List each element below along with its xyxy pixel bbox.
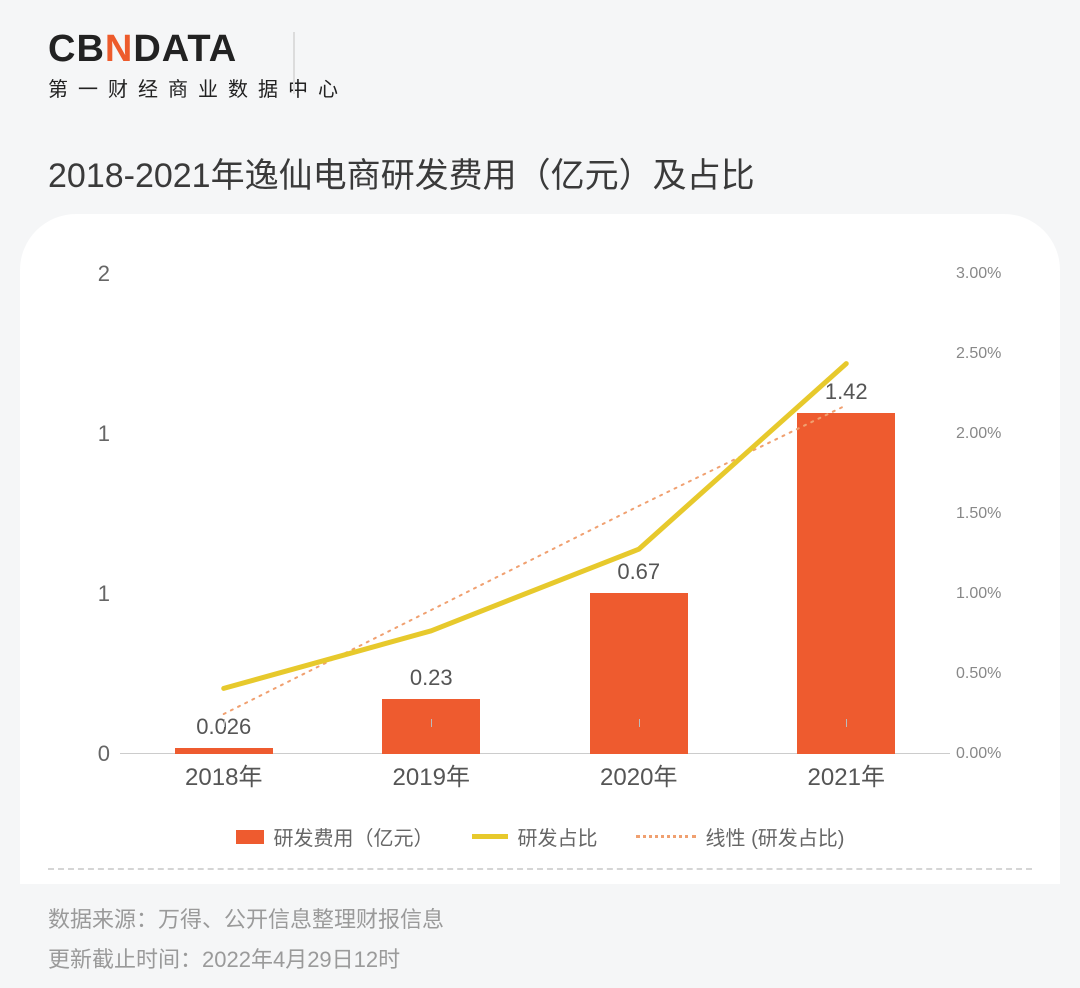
footer-updated-label: 更新截止时间： bbox=[48, 947, 202, 972]
y-right-tick: 0.00% bbox=[956, 745, 1016, 763]
x-tick-label: 2018年 bbox=[120, 757, 328, 792]
logo-prefix: CB bbox=[48, 28, 105, 71]
footer-updated: 更新截止时间：2022年4月29日12时 bbox=[48, 942, 400, 974]
chart-title: 2018-2021年逸仙电商研发费用（亿元）及占比 bbox=[48, 148, 755, 197]
y-left-tick: 2 bbox=[70, 261, 110, 287]
legend: 研发费用（亿元） 研发占比 线性 (研发占比) bbox=[20, 822, 1060, 851]
legend-swatch-dotted bbox=[636, 835, 696, 838]
y-right-tick: 1.00% bbox=[956, 585, 1016, 603]
y-right-tick: 2.50% bbox=[956, 345, 1016, 363]
logo-divider bbox=[293, 32, 295, 94]
logo-subtitle: 第一财经商业数据中心 bbox=[48, 73, 348, 102]
logo-wordmark: CBNDATA bbox=[48, 28, 348, 71]
y-right-tick: 1.50% bbox=[956, 505, 1016, 523]
footer-updated-value: 2022年4月29日12时 bbox=[202, 947, 400, 972]
brand-logo: CBNDATA 第一财经商业数据中心 bbox=[48, 28, 348, 102]
y-right-tick: 0.50% bbox=[956, 665, 1016, 683]
legend-item: 线性 (研发占比) bbox=[636, 822, 845, 851]
footer-divider bbox=[48, 868, 1032, 870]
footer-source-value: 万得、公开信息整理财报信息 bbox=[158, 907, 444, 932]
x-tick-label: 2020年 bbox=[535, 757, 743, 792]
legend-label: 研发占比 bbox=[518, 822, 598, 851]
logo-accent: N bbox=[105, 28, 133, 71]
logo-suffix: DATA bbox=[133, 28, 237, 71]
y-left-tick: 1 bbox=[70, 421, 110, 447]
legend-swatch-line bbox=[472, 834, 508, 839]
legend-swatch-bar bbox=[236, 830, 264, 844]
legend-item: 研发占比 bbox=[472, 822, 598, 851]
x-axis-labels: 2018年2019年2020年2021年 bbox=[120, 757, 950, 792]
lines-layer bbox=[120, 274, 950, 754]
x-tick-label: 2021年 bbox=[743, 757, 951, 792]
legend-item: 研发费用（亿元） bbox=[236, 822, 434, 851]
chart-card: 0.0260.230.671.42 0112 0.00%0.50%1.00%1.… bbox=[20, 214, 1060, 884]
y-right-tick: 3.00% bbox=[956, 265, 1016, 283]
y-right-tick: 2.00% bbox=[956, 425, 1016, 443]
footer-source-label: 数据来源： bbox=[48, 907, 158, 932]
y-left-tick: 1 bbox=[70, 581, 110, 607]
legend-label: 线性 (研发占比) bbox=[706, 822, 845, 851]
x-tick-label: 2019年 bbox=[328, 757, 536, 792]
chart-plot: 0.0260.230.671.42 0112 0.00%0.50%1.00%1.… bbox=[120, 274, 950, 754]
legend-label: 研发费用（亿元） bbox=[274, 822, 434, 851]
y-left-tick: 0 bbox=[70, 741, 110, 767]
footer-source: 数据来源：万得、公开信息整理财报信息 bbox=[48, 902, 444, 934]
